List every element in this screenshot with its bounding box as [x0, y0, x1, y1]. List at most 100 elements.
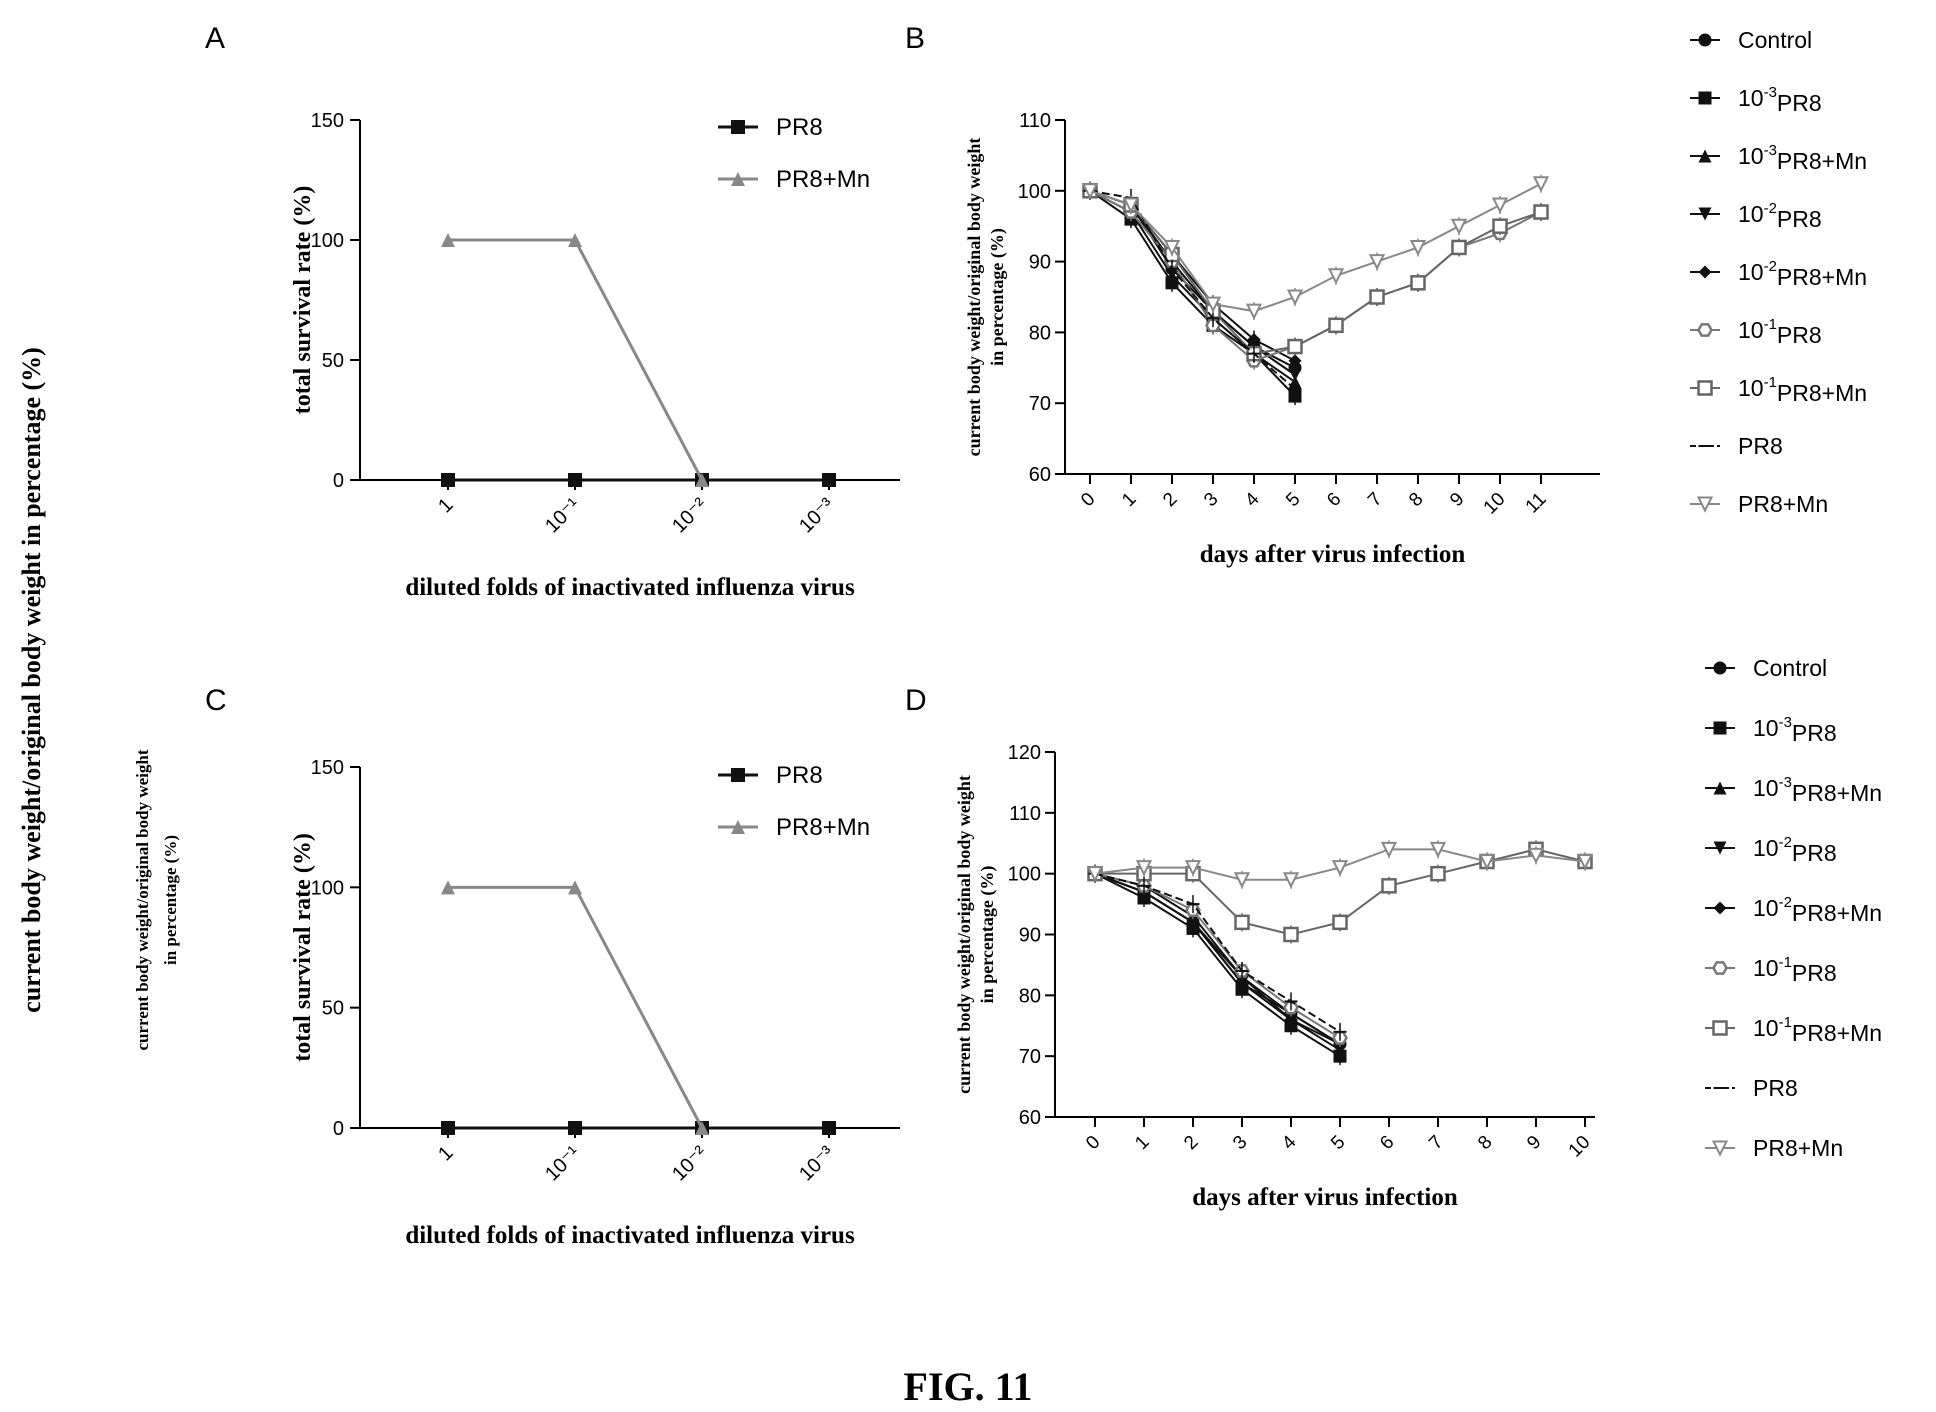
legend-label: 10-2PR8+Mn [1753, 894, 1882, 926]
x-tick-label: 4 [1241, 488, 1264, 511]
legend-label: 10-2PR8+Mn [1738, 258, 1867, 290]
series-line [1094, 872, 1341, 1051]
data-point [1327, 268, 1345, 285]
data-point [1186, 915, 1200, 929]
side-label: current body weight/original body weight… [17, 347, 46, 1013]
y-axis-title-line1: current body weight/original body weight [954, 775, 974, 1094]
data-point [1233, 872, 1251, 889]
x-tick-label: 11 [1522, 489, 1551, 518]
data-point [568, 1121, 582, 1135]
data-point [1247, 332, 1261, 346]
data-point [568, 233, 582, 247]
legend-label: 10-1PR8 [1753, 954, 1837, 986]
legend-label: 10-1PR8 [1738, 316, 1822, 348]
legend-marker [1711, 1140, 1729, 1157]
legend-marker [731, 768, 745, 782]
data-point [1491, 197, 1509, 214]
legend-marker [1698, 91, 1712, 105]
series-line [1094, 872, 1341, 1058]
legend-label: PR8+Mn [1738, 491, 1828, 517]
y-axis-title: total survival rate (%) [290, 833, 316, 1062]
x-tick-label: 10⁻² [668, 1142, 712, 1186]
data-point [1204, 296, 1222, 313]
legend-marker [1712, 961, 1728, 975]
legend-label: Control [1753, 655, 1827, 681]
data-point [822, 473, 836, 487]
y-tick-label: 0 [333, 470, 344, 492]
data-point [1284, 1013, 1298, 1027]
x-tick-label: 5 [1282, 489, 1304, 511]
legend-marker [1712, 1020, 1728, 1036]
legend-label: 10-3PR8 [1753, 714, 1837, 746]
x-tick-label: 10⁻¹ [541, 494, 585, 538]
chart-panel-d: 60 70 80 90 100 110 120 0 1 2 3 4 5 6 7 8 9 10 current bod… [954, 655, 1882, 1211]
x-tick-label: 6 [1376, 1132, 1398, 1154]
data-point [1368, 254, 1386, 271]
legend-label: Control [1738, 27, 1812, 53]
legend-label: PR8 [776, 114, 823, 141]
x-axis-title: days after virus infection [1200, 541, 1466, 568]
x-axis-title: diluted folds of inactivated influenza v… [405, 574, 855, 601]
data-point [1492, 218, 1508, 234]
x-tick-label: 4 [1278, 1131, 1301, 1154]
series-line [1089, 189, 1542, 355]
series-line [1094, 872, 1341, 1045]
x-tick-label: 3 [1200, 489, 1222, 511]
data-point [1135, 860, 1153, 877]
x-tick-label: 10 [1480, 489, 1510, 519]
y-tick-label: 60 [1019, 1107, 1041, 1129]
data-point [1381, 878, 1397, 894]
legend-marker [731, 820, 745, 834]
data-point [441, 880, 455, 895]
y-tick-label: 120 [1008, 742, 1041, 764]
data-point [441, 473, 455, 487]
x-tick-label: 10⁻² [668, 494, 712, 538]
legend-label: 10-3PR8+Mn [1738, 142, 1867, 174]
data-point [1184, 860, 1202, 877]
y-tick-label: 60 [1029, 464, 1051, 486]
data-point [1430, 865, 1446, 882]
data-point [1331, 860, 1349, 877]
data-point [1380, 841, 1398, 859]
data-point [1282, 872, 1300, 889]
y-tick-label: 150 [311, 110, 344, 132]
x-tick-label: 8 [1474, 1132, 1496, 1154]
y-tick-label: 70 [1029, 393, 1051, 415]
x-tick-label: 10⁻³ [795, 494, 839, 538]
chart-panel-c: 0 50 100 150 1 10⁻¹ 10⁻² 10⁻³ total survival rat… [290, 757, 900, 1249]
x-axis-title: diluted folds of inactivated influenza v… [405, 1222, 855, 1249]
y-tick-label: 100 [1008, 864, 1041, 886]
y-axis-title-line1: current body weight/original body weight [964, 138, 984, 457]
legend-marker [731, 120, 745, 134]
data-point [1527, 847, 1545, 865]
legend-label: 10-3PR8 [1738, 84, 1822, 116]
legend-label: PR8+Mn [1753, 1135, 1843, 1161]
y-tick-label: 50 [322, 998, 344, 1020]
x-tick-label: 6 [1323, 489, 1345, 511]
x-tick-label: 9 [1446, 489, 1468, 511]
legend-marker [1713, 901, 1727, 915]
y-tick-label: 80 [1019, 985, 1041, 1007]
y-tick-label: 90 [1029, 252, 1051, 274]
data-point [1245, 303, 1263, 320]
data-point [1286, 289, 1304, 306]
legend-label: PR8 [776, 762, 823, 789]
data-point [1429, 841, 1447, 859]
x-tick-label: 0 [1077, 489, 1099, 511]
y-axis-title-line2: in percentage (%) [977, 866, 998, 1004]
y-axis-title: total survival rate (%) [290, 186, 316, 415]
y-tick-label: 90 [1019, 925, 1041, 947]
chart-panel-b: 60 70 80 90 100 110 0 1 2 3 4 5 6 7 8 9 10 11 current body… [964, 27, 1867, 568]
legend-marker [1713, 841, 1727, 855]
x-tick-label: 0 [1082, 1132, 1104, 1154]
y-tick-label: 110 [1019, 110, 1051, 132]
x-tick-label: 10 [1565, 1132, 1595, 1162]
data-point [695, 1121, 709, 1135]
y-tick-label: 80 [1029, 322, 1051, 344]
data-point [1576, 854, 1594, 871]
legend-marker [1713, 661, 1727, 675]
data-point [1283, 926, 1299, 943]
x-tick-label: 1 [1131, 1132, 1153, 1154]
data-point [1450, 218, 1468, 235]
